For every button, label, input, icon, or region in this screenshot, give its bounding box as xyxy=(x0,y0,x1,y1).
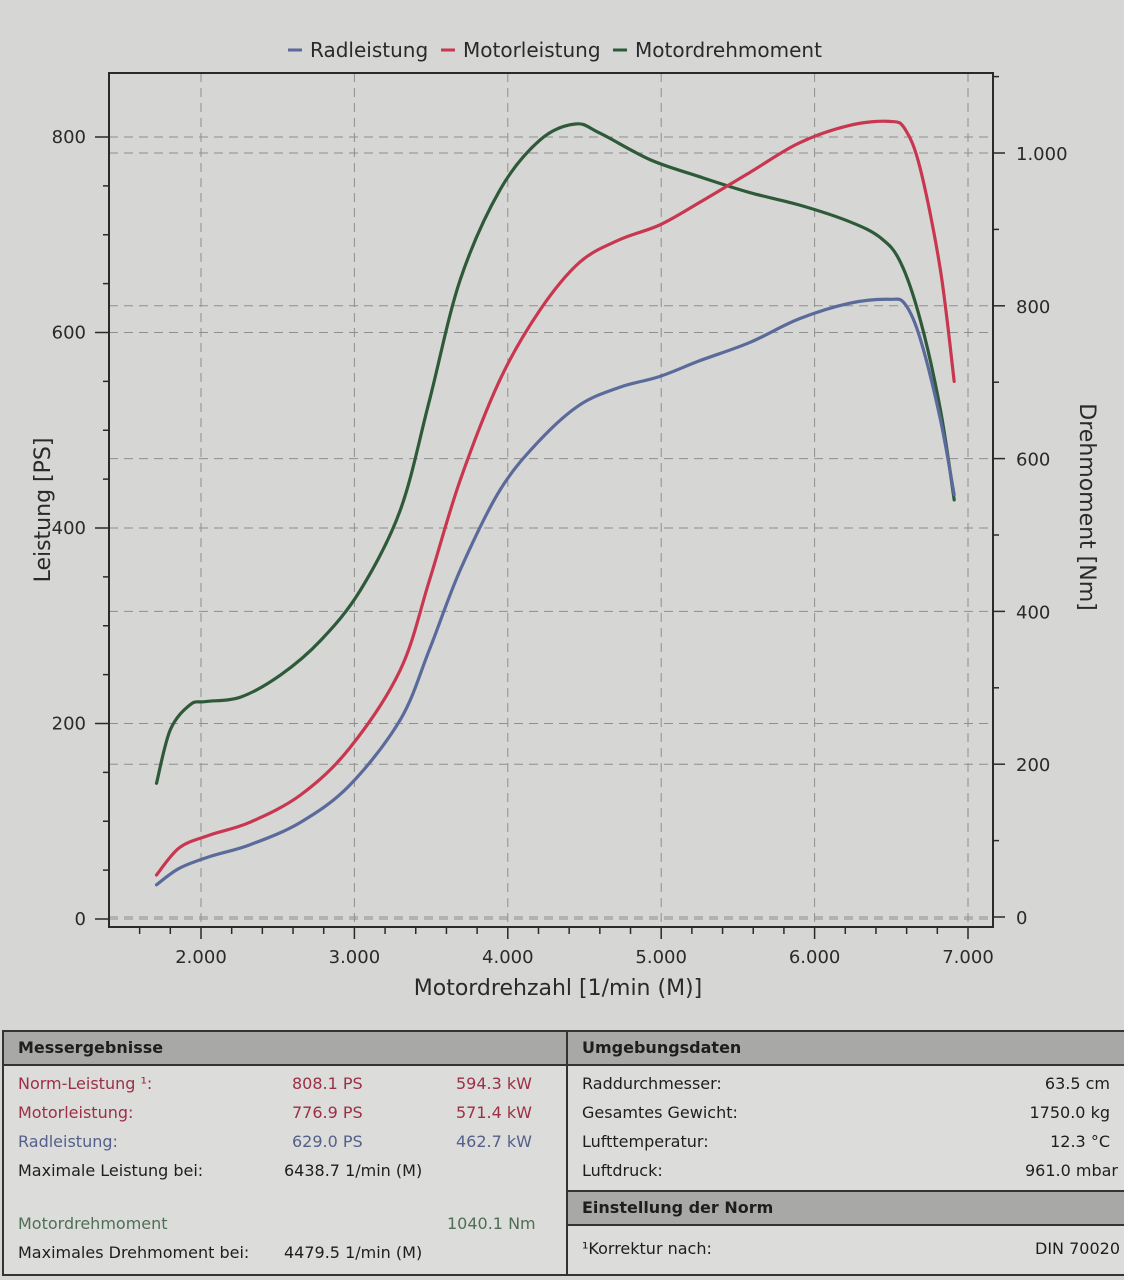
legend-label-motorleistung: Motorleistung xyxy=(463,38,601,62)
wheel-diameter-label: Raddurchmesser: xyxy=(582,1074,722,1093)
norm-power-row: Norm-Leistung ¹: 808.1 PS 594.3 kW xyxy=(4,1069,566,1098)
weight-row: Gesamtes Gewicht: 1750.0 kg xyxy=(568,1098,1124,1127)
x-tick-label: 6.000 xyxy=(789,947,841,968)
wheel-power-kw: 462.7 kW xyxy=(456,1132,532,1151)
norm-panel: Einstellung der Norm ¹Korrektur nach: DI… xyxy=(566,1190,1124,1276)
norm-header: Einstellung der Norm xyxy=(568,1192,1124,1226)
wheel-power-label: Radleistung: xyxy=(18,1132,118,1151)
legend-label-radleistung: Radleistung xyxy=(310,38,428,62)
x-tick-label: 7.000 xyxy=(942,947,994,968)
grid xyxy=(109,73,993,927)
norm-power-label: Norm-Leistung ¹: xyxy=(18,1074,153,1093)
series-line-motorleistung xyxy=(154,119,956,877)
x-tick-label: 5.000 xyxy=(635,947,687,968)
pressure-label: Luftdruck: xyxy=(582,1161,663,1180)
y-tick-label: 200 xyxy=(52,714,86,735)
x-tick-label: 3.000 xyxy=(329,947,381,968)
environment-header: Umgebungsdaten xyxy=(568,1032,1124,1066)
temperature-label: Lufttemperatur: xyxy=(582,1132,709,1151)
max-power-row: Maximale Leistung bei: 6438.7 1/min (M) xyxy=(4,1156,566,1185)
x-tick-label: 4.000 xyxy=(482,947,534,968)
y2-tick-label: 1.000 xyxy=(1016,144,1068,165)
y-tick-label: 800 xyxy=(52,127,86,148)
max-power-rpm: 6438.7 1/min (M) xyxy=(284,1161,423,1180)
results-header: Messergebnisse xyxy=(4,1032,566,1066)
legend: Radleistung Motorleistung Motordrehmomen… xyxy=(288,38,822,62)
norm-power-ps: 808.1 PS xyxy=(292,1074,363,1093)
motor-power-kw: 571.4 kW xyxy=(456,1103,532,1122)
data-tables: Messergebnisse Norm-Leistung ¹: 808.1 PS… xyxy=(0,1030,1124,1278)
wheel-power-row: Radleistung: 629.0 PS 462.7 kW xyxy=(4,1127,566,1156)
pressure-row: Luftdruck: 961.0 mbar xyxy=(568,1156,1124,1185)
pressure-value: 961.0 mbar xyxy=(1024,1161,1118,1180)
y2-axis-title: Drehmoment [Nm] xyxy=(1074,403,1099,610)
wheel-diameter-value: 63.5 cm xyxy=(1044,1074,1110,1093)
y2-tick-label: 200 xyxy=(1016,755,1050,776)
weight-label: Gesamtes Gewicht: xyxy=(582,1103,738,1122)
temperature-row: Lufttemperatur: 12.3 °C xyxy=(568,1127,1124,1156)
motor-power-row: Motorleistung: 776.9 PS 571.4 kW xyxy=(4,1098,566,1127)
series-group xyxy=(154,119,956,887)
x-axis-title: Motordrehzahl [1/min (M)] xyxy=(414,976,702,1001)
legend-label-motordrehmoment: Motordrehmoment xyxy=(635,38,822,62)
y2-tick-label: 800 xyxy=(1016,297,1050,318)
max-torque-label: Maximales Drehmoment bei: xyxy=(18,1243,250,1262)
correction-value: DIN 70020 xyxy=(1035,1239,1120,1258)
correction-label: ¹Korrektur nach: xyxy=(582,1239,712,1258)
torque-row: Motordrehmoment 1040.1 Nm xyxy=(4,1209,566,1238)
correction-row: ¹Korrektur nach: DIN 70020 xyxy=(568,1234,1124,1263)
y2-tick-label: 400 xyxy=(1016,602,1050,623)
motor-power-label: Motorleistung: xyxy=(18,1103,134,1122)
y-axis-title: Leistung [PS] xyxy=(31,438,56,583)
max-torque-row: Maximales Drehmoment bei: 4479.5 1/min (… xyxy=(4,1238,566,1267)
series-line-radleistung xyxy=(154,297,956,887)
torque-label: Motordrehmoment xyxy=(18,1214,168,1233)
max-power-label: Maximale Leistung bei: xyxy=(18,1161,204,1180)
temperature-value: 12.3 °C xyxy=(1050,1132,1110,1151)
norm-power-kw: 594.3 kW xyxy=(456,1074,532,1093)
torque-value: 1040.1 Nm xyxy=(447,1214,536,1233)
y-tick-label: 0 xyxy=(75,909,86,930)
y2-tick-label: 0 xyxy=(1016,908,1027,929)
results-panel: Messergebnisse Norm-Leistung ¹: 808.1 PS… xyxy=(2,1030,568,1276)
plot-frame xyxy=(108,72,994,928)
environment-panel: Umgebungsdaten Raddurchmesser: 63.5 cm G… xyxy=(566,1030,1124,1192)
wheel-diameter-row: Raddurchmesser: 63.5 cm xyxy=(568,1069,1124,1098)
x-tick-label: 2.000 xyxy=(175,947,227,968)
series-line-motordrehmoment xyxy=(154,122,956,785)
y-tick-label: 400 xyxy=(52,518,86,539)
wheel-power-ps: 629.0 PS xyxy=(292,1132,363,1151)
max-torque-rpm: 4479.5 1/min (M) xyxy=(284,1243,423,1262)
y2-tick-label: 600 xyxy=(1016,450,1050,471)
dyno-chart: Radleistung Motorleistung Motordrehmomen… xyxy=(31,38,1099,1001)
y-tick-label: 600 xyxy=(52,323,86,344)
axes: 2.000 3.000 4.000 5.000 6.000 7.000 0 200 400 600… xyxy=(52,75,1068,968)
motor-power-ps: 776.9 PS xyxy=(292,1103,363,1122)
weight-value: 1750.0 kg xyxy=(1029,1103,1111,1122)
